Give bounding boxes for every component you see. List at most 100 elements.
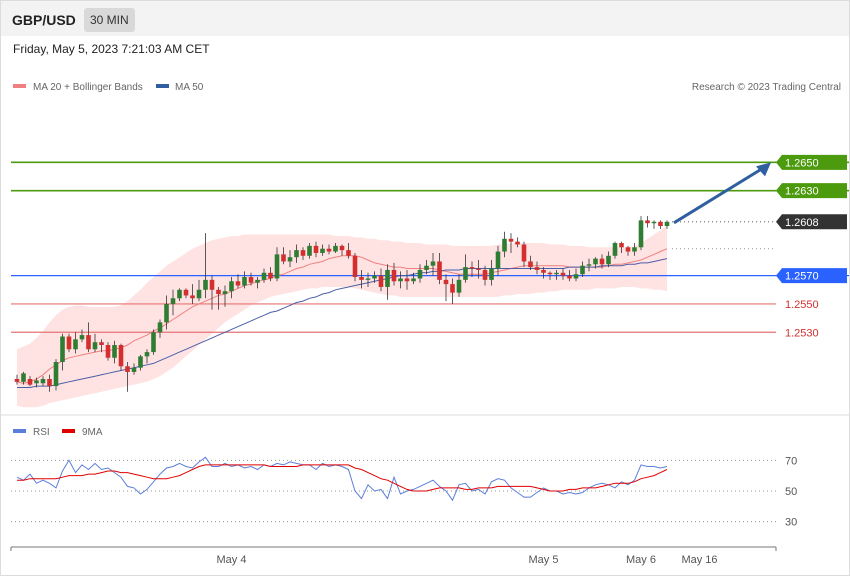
candle-body bbox=[508, 238, 514, 242]
candle-body bbox=[430, 261, 436, 266]
candle bbox=[534, 261, 540, 275]
rsi-legend-label: RSI bbox=[33, 427, 50, 438]
candle-body bbox=[53, 362, 59, 387]
candle-body bbox=[34, 380, 39, 384]
candle bbox=[365, 272, 371, 287]
candle-body bbox=[313, 245, 319, 253]
candle bbox=[235, 274, 241, 289]
main-legend: MA 20 + Bollinger Bands MA 50 bbox=[13, 82, 204, 93]
candle-body bbox=[651, 221, 657, 224]
candle-body bbox=[196, 289, 202, 299]
candle-body bbox=[248, 277, 254, 283]
candle-body bbox=[333, 245, 338, 252]
candle bbox=[196, 279, 202, 302]
candle-body bbox=[632, 247, 637, 252]
candle bbox=[521, 241, 527, 268]
candle-body bbox=[664, 221, 670, 227]
candle-body bbox=[560, 272, 566, 276]
candle bbox=[177, 288, 182, 302]
candle bbox=[73, 332, 78, 354]
candle bbox=[307, 243, 312, 259]
candle-body bbox=[73, 339, 78, 350]
candle-body bbox=[612, 243, 618, 256]
x-axis-label: May 6 bbox=[626, 554, 656, 566]
candle bbox=[547, 271, 553, 280]
candle bbox=[14, 374, 20, 385]
candle bbox=[326, 244, 332, 255]
candle-body bbox=[625, 247, 631, 252]
candle bbox=[437, 252, 442, 285]
candle bbox=[411, 272, 416, 285]
candle-body bbox=[450, 284, 455, 293]
candle-body bbox=[261, 272, 267, 280]
candle bbox=[164, 295, 169, 330]
candle bbox=[105, 342, 111, 361]
candle-body bbox=[131, 367, 137, 372]
candle bbox=[359, 269, 364, 289]
candle bbox=[79, 329, 85, 343]
forecast-arrow-head bbox=[756, 162, 771, 177]
candle-body bbox=[320, 248, 325, 253]
bollinger-bands bbox=[17, 226, 667, 408]
candle bbox=[619, 241, 624, 253]
candle-body bbox=[521, 244, 527, 262]
forecast-arrow bbox=[673, 162, 771, 225]
ma20-line bbox=[16, 248, 668, 384]
x-axis: May 4 May 5 May 6 May 16 bbox=[10, 546, 777, 566]
chart-header: GBP/USD 30 MIN bbox=[1, 1, 849, 36]
candle-body bbox=[573, 274, 579, 279]
candle bbox=[268, 267, 273, 282]
candle-body bbox=[170, 298, 176, 304]
candle bbox=[664, 220, 670, 229]
candle bbox=[131, 363, 137, 375]
candle bbox=[222, 285, 228, 307]
rsi-level-label: 70 bbox=[785, 455, 797, 467]
price-level-label: 1.2530 bbox=[785, 327, 819, 339]
candle bbox=[573, 268, 579, 282]
candle bbox=[92, 333, 98, 353]
candle-body bbox=[586, 264, 592, 266]
candle bbox=[34, 377, 39, 388]
candle-body bbox=[326, 248, 332, 252]
candle-body bbox=[443, 279, 449, 285]
candle bbox=[612, 241, 618, 259]
candle bbox=[443, 274, 449, 302]
candle-body bbox=[47, 379, 52, 387]
candle bbox=[528, 255, 533, 270]
candle bbox=[599, 254, 605, 269]
candle bbox=[60, 333, 65, 371]
candle bbox=[606, 251, 611, 268]
candle-body bbox=[404, 278, 410, 282]
candle bbox=[560, 268, 566, 280]
bollinger-legend-label: MA 20 + Bollinger Bands bbox=[33, 82, 143, 93]
candle bbox=[287, 250, 293, 268]
candle bbox=[645, 216, 650, 228]
candle-body bbox=[190, 295, 195, 299]
candle-body bbox=[60, 336, 65, 363]
price-level-tag bbox=[776, 154, 847, 170]
timeframe-badge[interactable]: 30 MIN bbox=[84, 8, 135, 32]
candle bbox=[586, 258, 592, 272]
candle bbox=[281, 247, 286, 265]
candle-body bbox=[112, 345, 117, 358]
candle-body bbox=[372, 275, 377, 279]
rsi-level-label: 50 bbox=[785, 486, 797, 498]
candle-body bbox=[398, 278, 403, 282]
x-axis-label: May 5 bbox=[529, 554, 559, 566]
candle bbox=[417, 264, 423, 283]
candle-body bbox=[541, 269, 546, 273]
candle-body bbox=[177, 289, 182, 299]
candle bbox=[541, 267, 546, 279]
price-level-label: 1.2630 bbox=[785, 186, 819, 198]
candle bbox=[125, 362, 130, 392]
candle bbox=[346, 243, 351, 259]
candle-body bbox=[365, 278, 371, 280]
candle-body bbox=[40, 379, 46, 384]
rsi-legend: RSI 9MA bbox=[13, 427, 103, 438]
candle bbox=[515, 237, 520, 248]
price-level-tag bbox=[776, 214, 847, 230]
candle bbox=[40, 376, 46, 387]
candle bbox=[209, 275, 215, 310]
candle bbox=[567, 269, 572, 282]
candle bbox=[580, 261, 585, 278]
